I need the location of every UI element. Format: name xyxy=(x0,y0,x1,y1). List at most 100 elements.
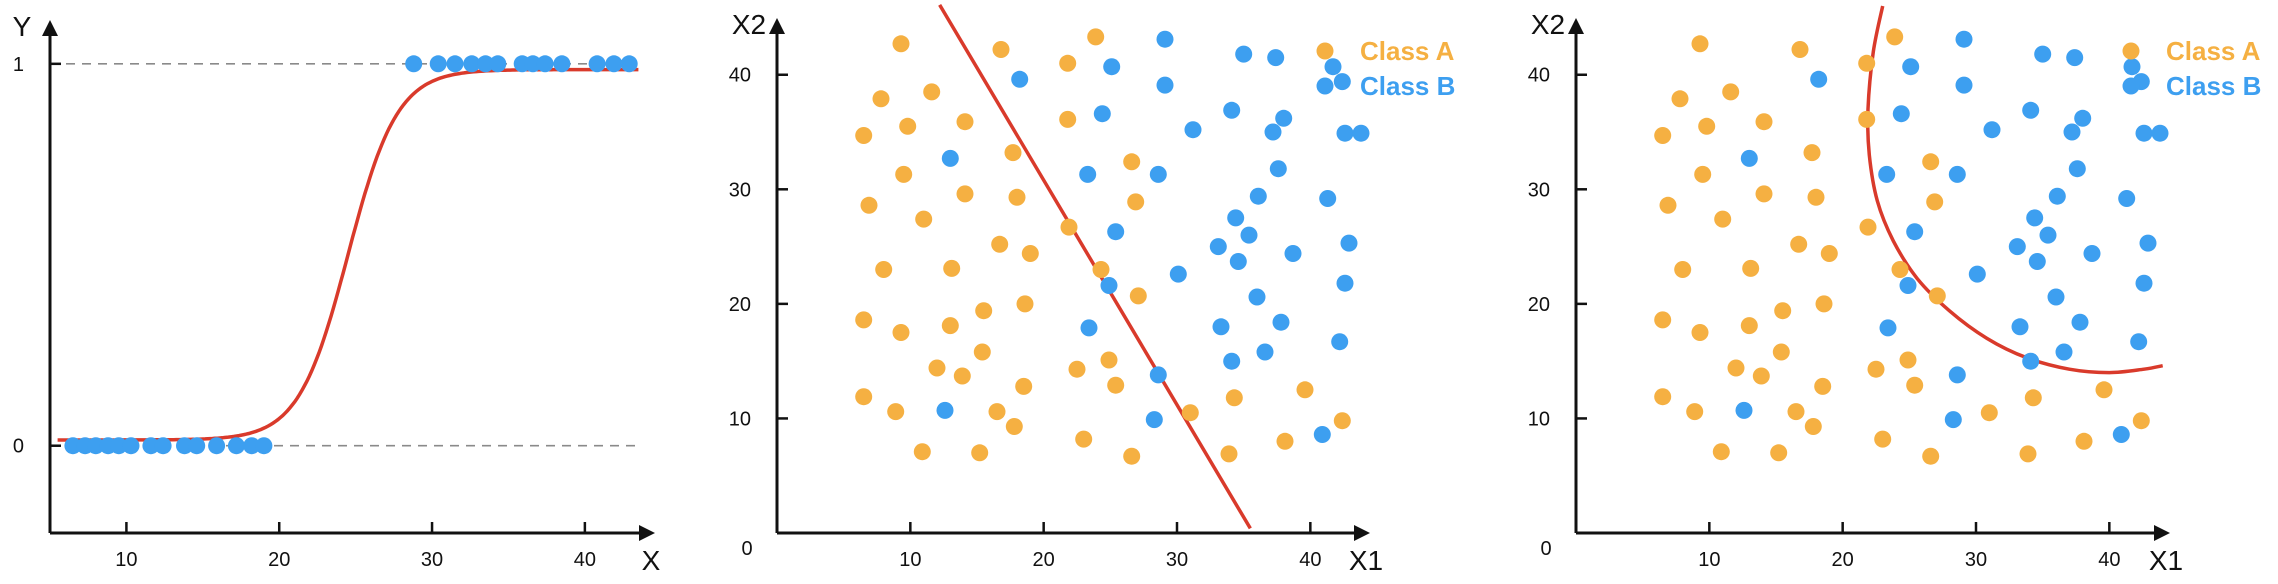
data-point-class-a xyxy=(1772,343,1790,361)
data-point-class-b xyxy=(1229,253,1247,270)
data-point-class-b xyxy=(1264,123,1282,141)
data-point-class-a xyxy=(1123,153,1141,171)
data-point-class-a xyxy=(1815,295,1833,313)
y-tick-label: 20 xyxy=(1528,294,1550,316)
x-tick-label: 20 xyxy=(1033,549,1055,571)
data-point-class-b xyxy=(1080,319,1098,337)
data-point-class-a xyxy=(1858,110,1876,128)
y-tick-label: 30 xyxy=(729,179,751,201)
data-point-class-a xyxy=(872,90,890,108)
data-point xyxy=(429,55,447,73)
x-tick-label: 10 xyxy=(1698,549,1720,571)
y-axis-arrow xyxy=(1568,18,1584,34)
data-point-class-a xyxy=(1891,261,1909,278)
data-point-class-a xyxy=(1774,302,1792,320)
data-point-class-b xyxy=(1336,124,1354,142)
data-point-class-a xyxy=(1075,430,1093,448)
data-point-class-b xyxy=(1248,288,1266,306)
data-point-class-b xyxy=(1968,265,1986,283)
data-point-class-b xyxy=(1079,165,1097,183)
data-point-class-a xyxy=(2024,389,2042,407)
data-point-class-a xyxy=(860,196,878,214)
data-point xyxy=(588,55,606,73)
x-axis-arrow xyxy=(1354,525,1370,541)
data-point-class-a xyxy=(892,35,910,53)
data-point-class-a xyxy=(1752,367,1770,385)
data-point-class-b xyxy=(1879,319,1897,337)
data-point-class-b xyxy=(1011,70,1029,88)
data-point-class-b xyxy=(1249,187,1267,205)
data-point-class-b xyxy=(1740,149,1758,167)
data-point-class-b xyxy=(1810,70,1828,88)
data-point-class-a xyxy=(913,443,931,461)
data-point-class-b xyxy=(1227,209,1245,227)
data-point xyxy=(620,55,638,73)
data-point-class-b xyxy=(1240,226,1258,244)
y-axis-title: Y xyxy=(13,11,32,42)
logistic-regression-chart: 10 20 30 40 0 1 X Y xyxy=(13,11,661,576)
data-point-class-b xyxy=(2071,313,2089,331)
data-point-class-b xyxy=(1100,277,1118,294)
data-point-class-b xyxy=(1209,238,1227,256)
data-point-class-b xyxy=(1103,58,1121,76)
data-point xyxy=(489,55,507,73)
data-point-class-a xyxy=(855,127,873,144)
data-point xyxy=(122,437,140,455)
data-point-class-b xyxy=(1093,105,1111,123)
data-point-class-b xyxy=(2068,160,2086,178)
data-point-class-a xyxy=(1791,41,1809,58)
data-point-class-b xyxy=(941,149,959,167)
data-point-class-a xyxy=(1859,218,1877,236)
data-point-class-a xyxy=(1980,404,1998,422)
data-point-class-a xyxy=(971,444,989,462)
logistic-fit-curve xyxy=(57,67,639,442)
data-point-class-a xyxy=(988,403,1006,421)
data-point-class-a xyxy=(1129,287,1147,305)
y-tick-label: 10 xyxy=(1528,408,1550,430)
data-point-class-b xyxy=(2028,253,2046,270)
data-point xyxy=(255,437,273,455)
x-axis-arrow xyxy=(2154,525,2170,541)
data-point-class-a xyxy=(1015,377,1033,395)
data-point-class-b xyxy=(2151,124,2169,142)
nonlinear-boundary-chart: 10 20 30 40 10 20 30 40 0 X1 X2 Class A Class B xyxy=(1528,5,2261,576)
data-point-class-a xyxy=(1127,193,1145,211)
data-point-class-b xyxy=(1340,234,1358,252)
data-point-class-a xyxy=(923,83,941,101)
y-tick-label: 1 xyxy=(13,54,24,76)
data-point-class-a xyxy=(956,185,974,203)
data-point-class-b xyxy=(1735,401,1753,419)
data-point-class-a xyxy=(1671,90,1689,108)
data-point-class-b xyxy=(2011,318,2029,336)
data-point-class-a xyxy=(1899,351,1917,369)
y-axis-arrow xyxy=(769,18,785,34)
data-point-class-b xyxy=(2022,352,2040,370)
data-point-class-a xyxy=(1016,295,1034,313)
data-point-class-b xyxy=(1275,109,1293,127)
data-point-class-a xyxy=(2019,445,2037,463)
y-axis-title: X2 xyxy=(1531,9,1565,40)
data-point-class-a xyxy=(1220,445,1238,463)
data-point-class-a xyxy=(1181,404,1199,422)
legend-label: Class A xyxy=(1360,36,1455,66)
data-point-class-b xyxy=(1169,265,1187,283)
y-tick-label: 30 xyxy=(1528,179,1550,201)
data-point-class-a xyxy=(875,261,893,278)
data-point xyxy=(142,437,160,455)
data-point-class-a xyxy=(1712,443,1730,461)
x-tick-label: 10 xyxy=(115,549,137,571)
data-point-class-a xyxy=(887,403,905,421)
data-point xyxy=(64,437,82,455)
data-point-class-a xyxy=(1686,403,1704,421)
data-point-class-a xyxy=(1087,28,1105,46)
data-point-class-a xyxy=(1225,389,1243,407)
data-point-class-b xyxy=(2039,226,2057,244)
legend-label: Class B xyxy=(2166,71,2261,101)
data-point-class-b xyxy=(1899,277,1917,294)
data-point-class-b xyxy=(1284,245,1302,262)
data-point-class-a xyxy=(2132,412,2150,430)
data-point-class-a xyxy=(1804,418,1822,435)
data-point-class-a xyxy=(1714,210,1732,228)
data-point-class-b xyxy=(2135,124,2153,142)
data-point-class-b xyxy=(1184,121,1202,139)
